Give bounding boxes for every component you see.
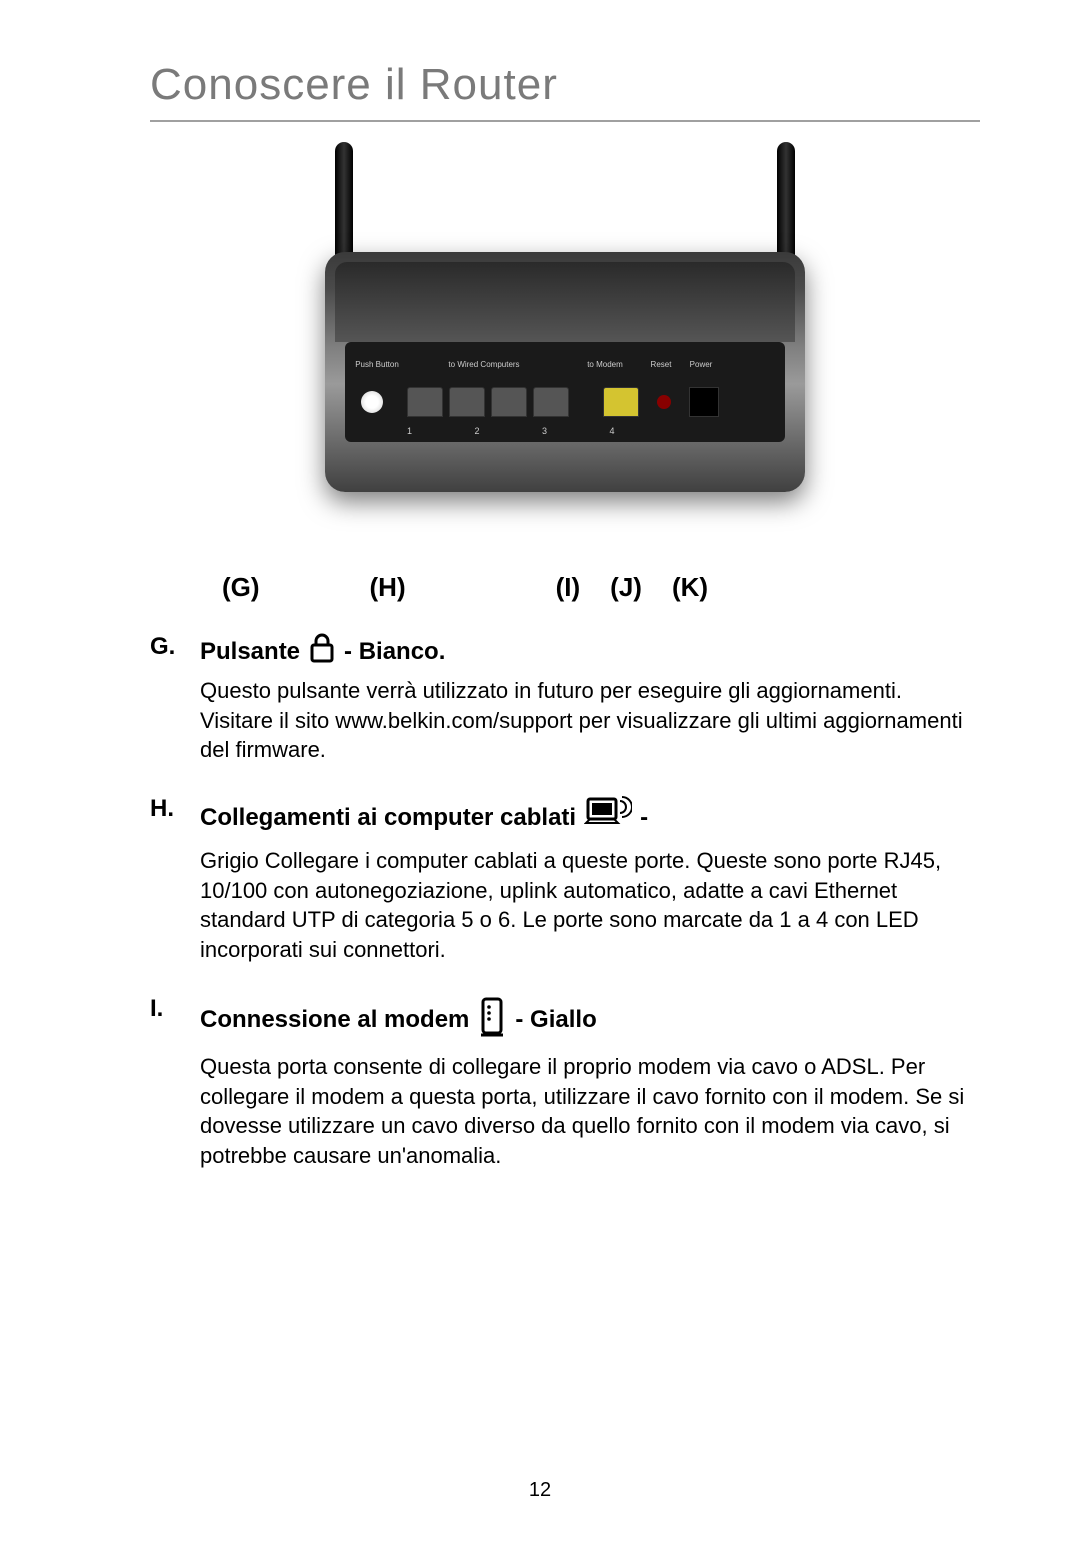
section-g: G. Pulsante - Bianco. Questo pulsante ve… [150,633,980,765]
section-title-pre: Collegamenti ai computer cablati [200,804,576,832]
section-title-post: - [640,804,648,832]
modem-icon [477,995,507,1046]
label-wired: to Wired Computers [399,360,569,376]
callout-k: (K) [672,572,708,603]
section-body: Grigio Collegare i computer cablati a qu… [200,846,980,965]
section-letter: H. [150,795,174,823]
callout-i: (I) [556,572,581,603]
section-title-pre: Pulsante [200,638,300,666]
port-numbers: 1 2 3 4 [407,426,645,436]
label-push-button: Push Button [355,360,399,376]
callout-row: (G) (H) (I) (J) (K) [150,572,980,603]
eth-port-2-icon [449,387,485,417]
section-h: H. Collegamenti ai computer cablati - Gr… [150,795,980,965]
push-button-icon [361,391,383,413]
section-letter: G. [150,633,175,661]
page-number: 12 [0,1479,1080,1502]
lock-icon [308,633,336,670]
reset-button-icon [657,395,671,409]
callout-j: (J) [610,572,642,603]
page-title: Conoscere il Router [150,60,980,122]
eth-port-1-icon [407,387,443,417]
modem-port-icon [603,387,639,417]
label-power: Power [681,360,721,376]
section-letter: I. [150,995,163,1023]
router-back-panel: Push Button to Wired Computers to Modem … [345,342,785,442]
section-body: Questa porta consente di collegare il pr… [200,1052,980,1171]
eth-port-4-icon [533,387,569,417]
eth-port-3-icon [491,387,527,417]
section-body: Questo pulsante verrà utilizzato in futu… [200,676,980,765]
callout-g: (G) [222,572,260,603]
router-diagram: Push Button to Wired Computers to Modem … [285,182,845,552]
section-title-post: - Bianco. [344,638,445,666]
section-i: I. Connessione al modem - Giallo Questa … [150,995,980,1171]
callout-h: (H) [370,572,406,603]
section-title-pre: Connessione al modem [200,1006,469,1034]
label-modem: to Modem [569,360,641,376]
power-jack-icon [689,387,719,417]
label-reset: Reset [641,360,681,376]
section-title-post: - Giallo [515,1006,596,1034]
computer-wifi-icon [584,795,632,840]
